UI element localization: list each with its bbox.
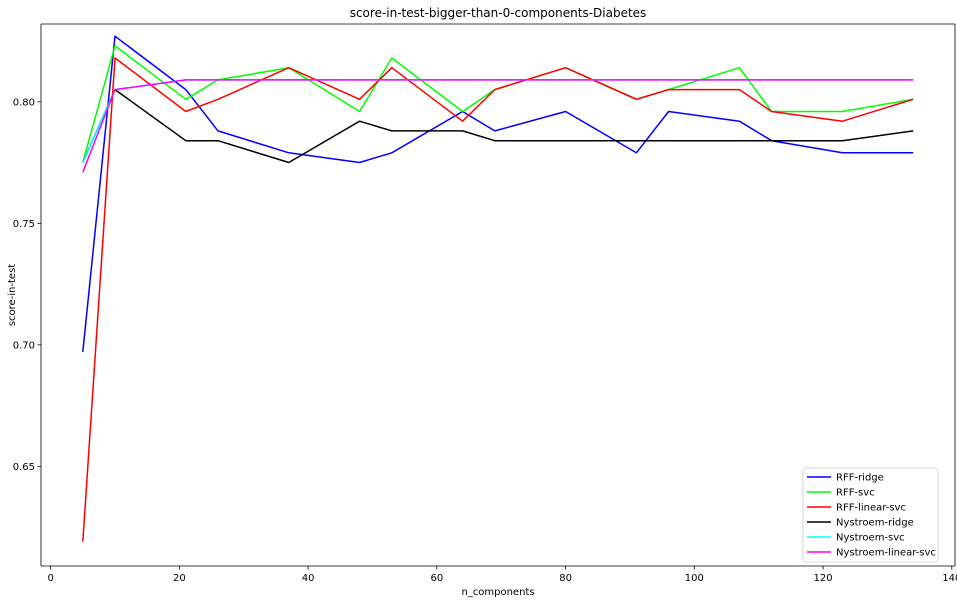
- series-line-nystroem-ridge: [82, 88, 914, 164]
- legend-label: Nystroem-ridge: [836, 518, 914, 529]
- x-tick-label: 60: [430, 573, 443, 584]
- series-line-rff-linear-svc: [82, 57, 914, 542]
- legend-label: RFF-linear-svc: [836, 503, 906, 514]
- y-tick-label: 0.65: [13, 462, 35, 473]
- series-line-rff-svc: [82, 45, 914, 163]
- legend-label: Nystroem-svc: [836, 533, 905, 544]
- legend-label: Nystroem-linear-svc: [836, 548, 936, 559]
- x-tick-label: 20: [173, 573, 186, 584]
- x-tick-label: 140: [942, 573, 957, 584]
- legend-label: RFF-ridge: [836, 473, 884, 484]
- x-axis-title: n_components: [461, 587, 534, 598]
- legend-label: RFF-svc: [836, 488, 875, 499]
- legend-box: [802, 467, 939, 563]
- series-line-nystroem-linear-svc: [82, 79, 914, 173]
- plot-border: [40, 23, 956, 567]
- x-tick-label: 80: [559, 573, 572, 584]
- x-tick-label: 120: [814, 573, 833, 584]
- x-axis-ticks: 0 20 40 60 80 100 120 140: [47, 566, 957, 584]
- y-tick-label: 0.80: [13, 97, 35, 108]
- legend: RFF-ridge RFF-svc RFF-linear-svc Nystroem-r…: [802, 467, 939, 563]
- y-axis-ticks: 0.65 0.70 0.75 0.80: [13, 97, 41, 473]
- y-axis-title: score-in-test: [7, 264, 18, 326]
- x-tick-label: 100: [685, 573, 704, 584]
- series-line-rff-ridge: [82, 35, 914, 353]
- x-tick-label: 40: [302, 573, 315, 584]
- y-tick-label: 0.75: [13, 219, 35, 230]
- x-tick-label: 0: [47, 573, 53, 584]
- y-tick-label: 0.70: [13, 340, 35, 351]
- chart-title: score-in-test-bigger-than-0-components-D…: [350, 6, 647, 20]
- series-layer: [82, 35, 914, 542]
